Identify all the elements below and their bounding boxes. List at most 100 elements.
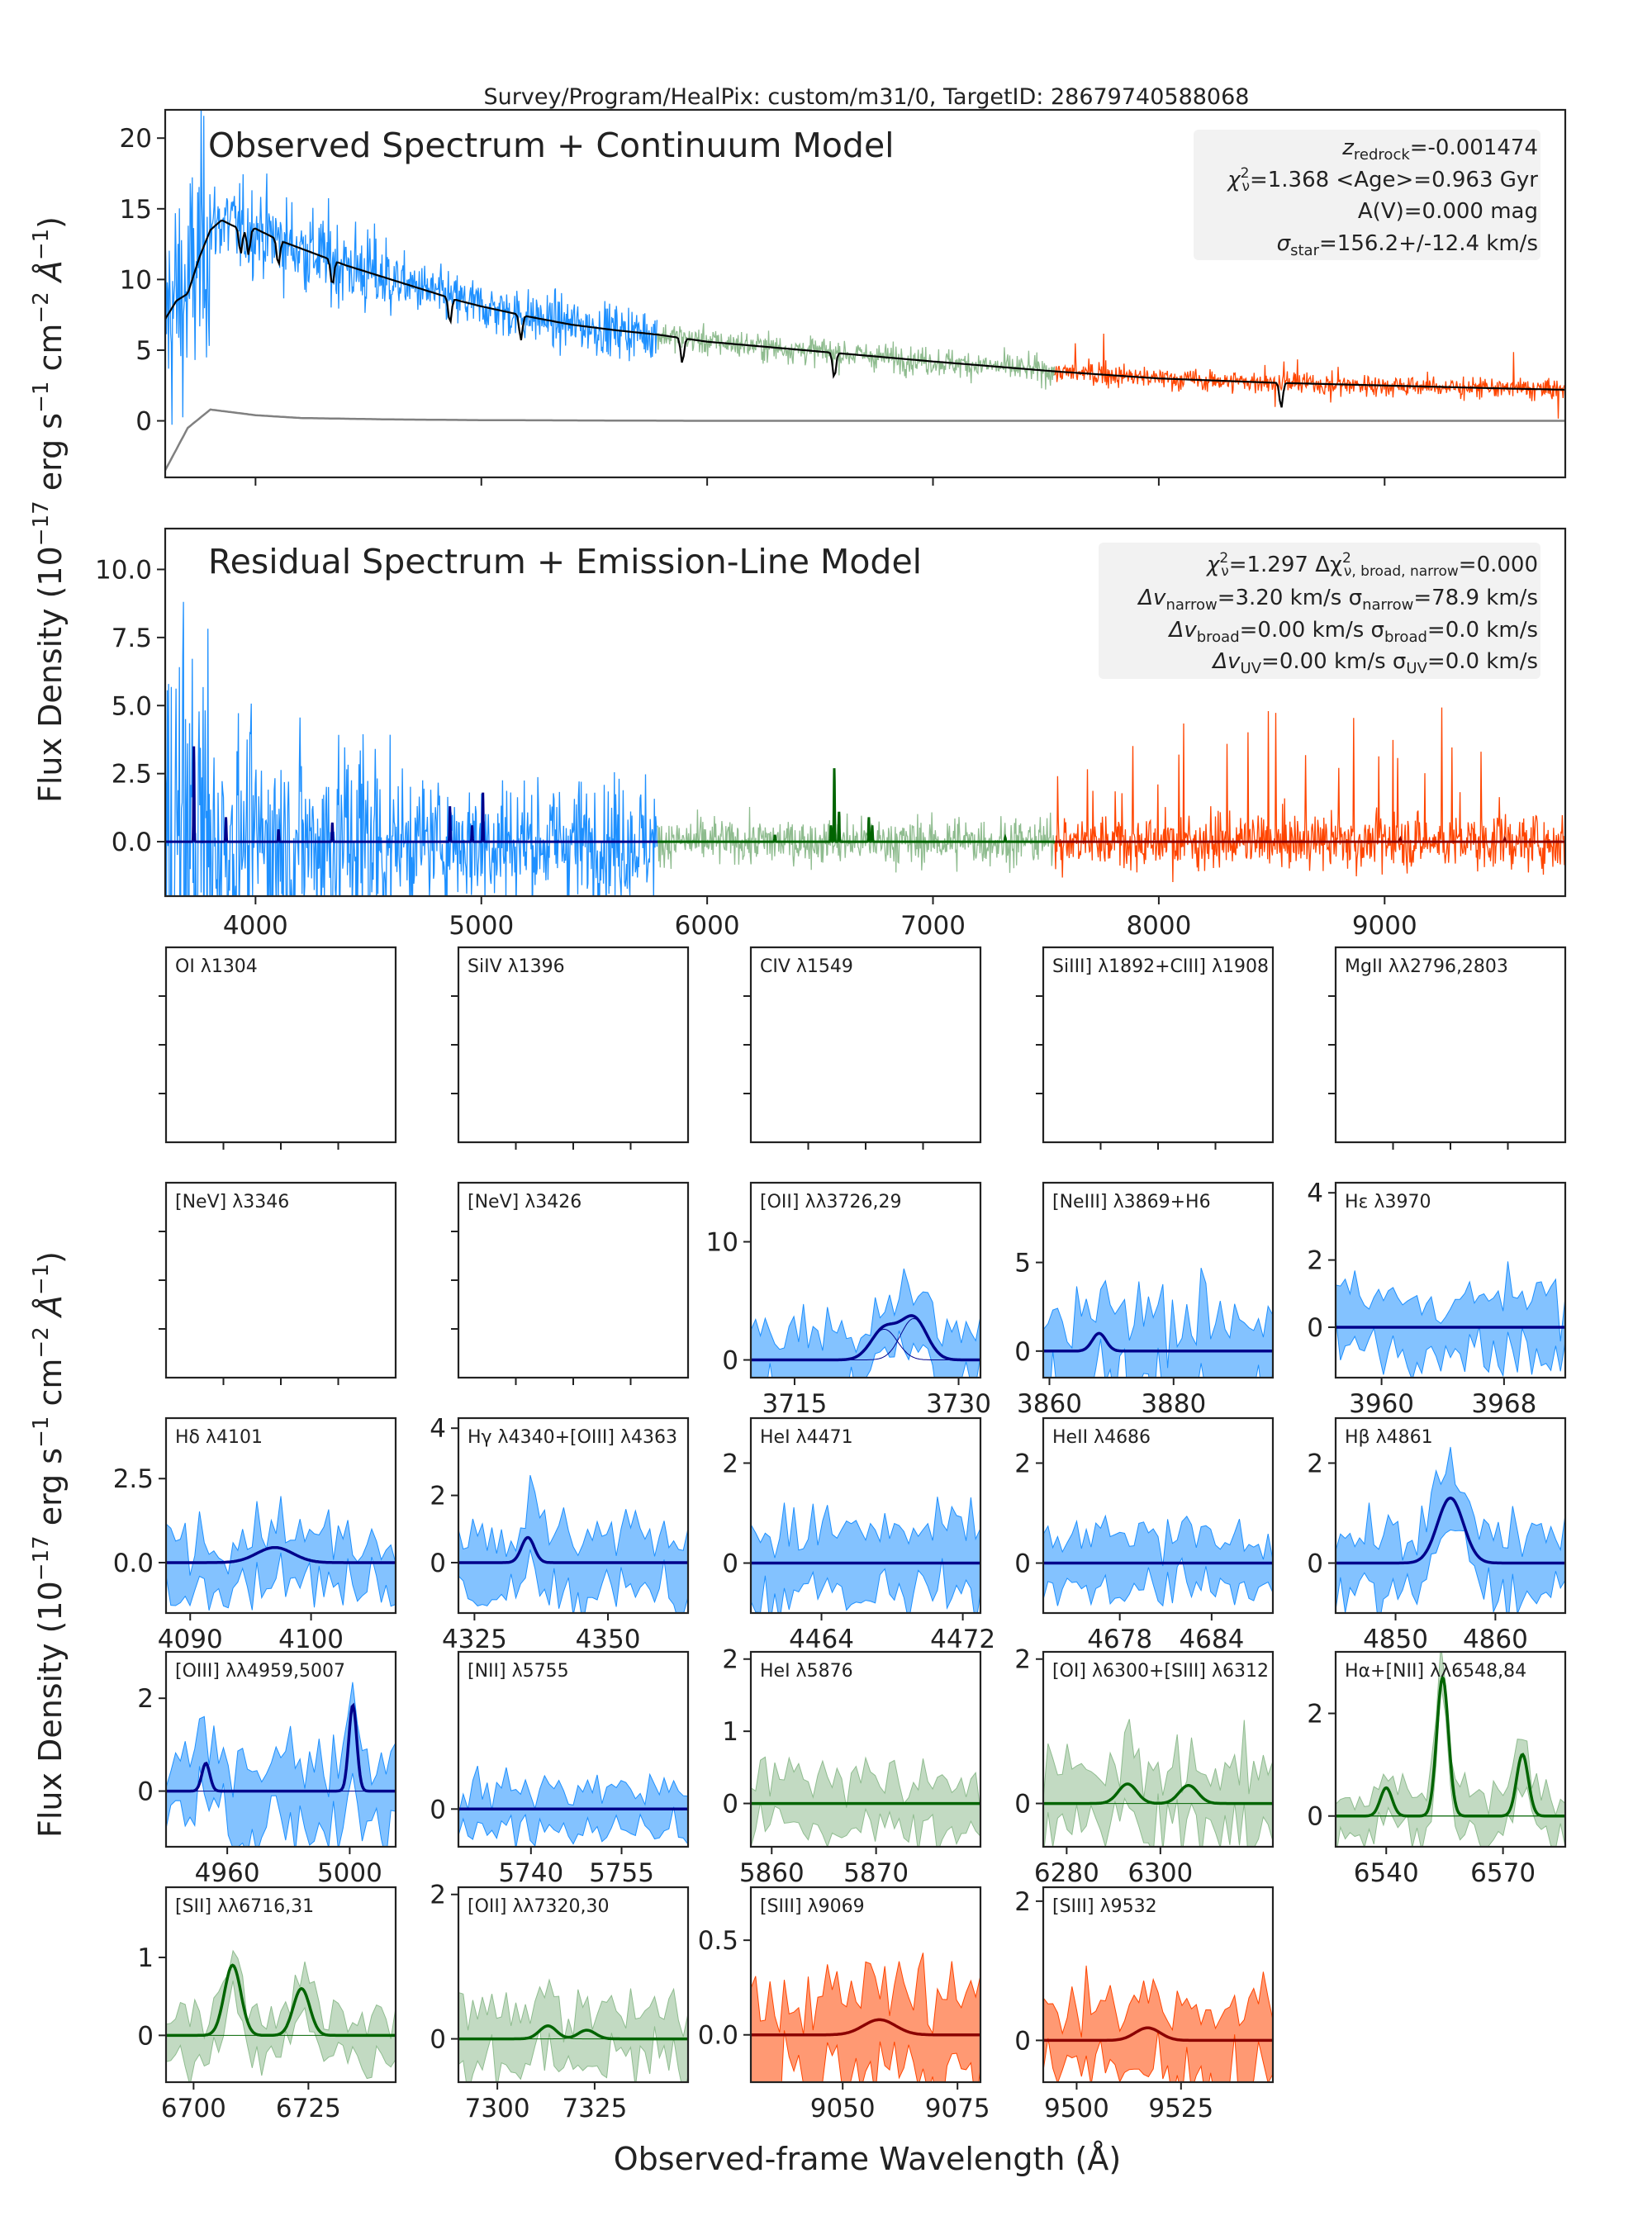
panel-7: [NeV] λ3426 xyxy=(451,1181,690,1385)
panel-10-xtick-label: 3968 xyxy=(1471,1389,1536,1419)
panel-12-title: Hγ λ4340+[OIII] λ4363 xyxy=(468,1427,677,1448)
panel-16-ytick-label: 0 xyxy=(137,1777,154,1807)
panel-8-plot-area xyxy=(751,1268,980,1378)
panel-15-ytick-label: 0 xyxy=(1307,1549,1323,1578)
panel-11-frame xyxy=(164,1416,397,1615)
panel-12: 4325 4350 0 2 4 Hγ λ4340+[OIII] λ4363 xyxy=(430,1414,690,1654)
panel-13-xtick-label: 4472 xyxy=(930,1625,995,1654)
panel-20-xtick-label: 6570 xyxy=(1470,1858,1536,1888)
residual-spectrum-xtick-label: 8000 xyxy=(1126,911,1191,941)
residual-flux-r xyxy=(657,806,1056,873)
panel-22-xtick-label: 7300 xyxy=(465,2094,530,2123)
panel-9-ytick-label: 5 xyxy=(1014,1249,1031,1279)
residual-spectrum-plot-area xyxy=(165,601,1565,896)
line-fit-summary-text: χ2 ν=1.297 Δχ2 ν, broad, narrow=0.000 Δvnar… xyxy=(1137,550,1538,677)
panel-24-xtick-label: 9500 xyxy=(1044,2094,1109,2123)
panel-21-plot-area xyxy=(166,1949,396,2082)
panel-8-frame xyxy=(749,1181,982,1379)
observed-flux-r xyxy=(657,323,1056,390)
panel-21-xtick-label: 6700 xyxy=(161,2094,226,2123)
panel-12-xtick-label: 4350 xyxy=(576,1625,641,1654)
panel-8-title: [OII] λλ3726,29 xyxy=(760,1192,901,1212)
panel-19-frame xyxy=(1042,1650,1275,1848)
observed-spectrum-plot-area xyxy=(165,110,1565,471)
panel-9-model-line xyxy=(1043,1331,1273,1353)
panel-16-xtick-label: 5000 xyxy=(317,1858,382,1888)
panel-11-xtick-label: 4090 xyxy=(158,1625,223,1654)
panel-11-flux-band xyxy=(166,1496,396,1611)
panel-14-xtick-label: 4684 xyxy=(1179,1625,1244,1654)
panel-21-xtick-label: 6725 xyxy=(276,2094,341,2123)
panel-18-ytick-label: 0 xyxy=(722,1790,738,1820)
panel-17-ytick-label: 0 xyxy=(430,1795,446,1824)
panel-19-ytick-label: 0 xyxy=(1014,1790,1031,1820)
panel-15-xtick-label: 4860 xyxy=(1463,1625,1528,1654)
panel-23-plot-area xyxy=(751,1952,980,2082)
panel-20-xtick-label: 6540 xyxy=(1354,1858,1419,1888)
residual-spectrum-ytick-label: 2.5 xyxy=(112,760,152,790)
panel-22-flux-band xyxy=(458,1978,688,2082)
panel-9-plot-area xyxy=(1043,1268,1273,1378)
panel-13-ytick-label: 2 xyxy=(722,1449,738,1478)
panel-21-model-line xyxy=(166,1963,396,2038)
panel-22: 7300 7325 0 2 [OII] λλ7320,30 xyxy=(430,1881,690,2123)
residual-spectrum-panel: 4000 5000 6000 7000 8000 9000 0.0 2.5 5.0 7.5 10.0… xyxy=(95,527,1567,941)
emission-model-b xyxy=(165,746,657,843)
panel-17-title: [NII] λ5755 xyxy=(468,1661,569,1682)
residual-spectrum-title: Residual Spectrum + Emission-Line Model xyxy=(208,542,922,581)
panel-10: 3960 3968 0 2 4 Hε λ3970 xyxy=(1307,1179,1567,1419)
observed-spectrum-ytick-label: 15 xyxy=(120,195,152,225)
panel-24-ytick-label: 0 xyxy=(1014,2026,1031,2056)
panel-23-flux-band xyxy=(751,1952,980,2082)
panel-13-xtick-label: 4464 xyxy=(789,1625,854,1654)
panel-11: 4090 4100 0.0 2.5 Hδ λ4101 xyxy=(113,1416,397,1654)
panel-24-xtick-label: 9525 xyxy=(1148,2094,1213,2123)
panel-23: 9050 9075 0.0 0.5 [SIII] λ9069 xyxy=(698,1886,990,2123)
observed-spectrum-ytick-label: 20 xyxy=(120,124,152,154)
panel-18: 5860 5870 0 1 2 HeI λ5876 xyxy=(722,1645,982,1888)
y-axis-label-text: Flux Density (10−17 erg s−1 cm−2 Å−1) xyxy=(29,1251,69,1838)
panel-23-title: [SIII] λ9069 xyxy=(760,1896,865,1917)
panel-19-title: [OI] λ6300+[SIII] λ6312 xyxy=(1052,1661,1269,1682)
panel-21-flux-band xyxy=(166,1949,396,2082)
panel-11-plot-area xyxy=(166,1496,396,1611)
panel-21-ytick-label: 1 xyxy=(137,1943,154,1973)
panel-19-xtick-label: 6300 xyxy=(1127,1858,1193,1888)
panel-16-title: [OIII] λλ4959,5007 xyxy=(175,1661,345,1682)
panel-24-plot-area xyxy=(1043,1965,1273,2082)
line-fit-summary-line: ΔvUV=0.00 km/s σUV=0.0 km/s xyxy=(1211,649,1538,677)
panel-21-title: [SII] λλ6716,31 xyxy=(175,1896,314,1917)
observed-spectrum-ytick-label: 0 xyxy=(135,407,152,437)
panel-19: 6280 6300 0 2 [OI] λ6300+[SIII] λ6312 xyxy=(1014,1645,1275,1888)
panel-15-ytick-label: 2 xyxy=(1307,1449,1323,1478)
fit-summary-line: χ2 ν=1.368 <Age>=0.963 Gyr xyxy=(1226,165,1538,195)
figure-suptitle: Survey/Program/HealPix: custom/m31/0, Ta… xyxy=(484,84,1250,110)
panel-23-xtick-label: 9075 xyxy=(925,2094,990,2123)
panel-2-title: SiIV λ1396 xyxy=(468,956,565,977)
panel-18-flux-band xyxy=(751,1756,980,1847)
y-axis-label-bottom: Flux Density (10−17 erg s−1 cm−2 Å−1) xyxy=(29,1251,69,1838)
panel-10-xtick-label: 3960 xyxy=(1349,1389,1414,1419)
panel-16-frame xyxy=(164,1650,397,1848)
panel-24-frame xyxy=(1042,1886,1275,2084)
panel-20-title: Hα+[NII] λλ6548,84 xyxy=(1345,1661,1526,1682)
panel-4-title: SiIII] λ1892+CIII] λ1908 xyxy=(1052,956,1269,977)
residual-spectrum-ytick-label: 5.0 xyxy=(112,691,152,721)
panel-11-ytick-label: 2.5 xyxy=(113,1464,154,1494)
panel-12-model-line xyxy=(458,1535,688,1564)
panel-9-xtick-label: 3860 xyxy=(1017,1389,1082,1419)
panel-18-title: HeI λ5876 xyxy=(760,1661,853,1682)
panel-15-xtick-label: 4850 xyxy=(1363,1625,1428,1654)
observed-spectrum-frame xyxy=(164,108,1567,479)
panel-2: SiIV λ1396 xyxy=(451,946,690,1150)
panel-24-model-line xyxy=(1043,2026,1273,2043)
observed-spectrum-title: Observed Spectrum + Continuum Model xyxy=(208,126,895,165)
residual-spectrum-frame xyxy=(164,527,1567,898)
residual-spectrum-xtick-label: 7000 xyxy=(900,911,966,941)
panel-14: 4678 4684 0 2 HeII λ4686 xyxy=(1014,1416,1275,1654)
panel-9: 3860 3880 0 5 [NeIII] λ3869+H6 xyxy=(1014,1181,1275,1419)
panel-17-flux-band xyxy=(458,1765,688,1847)
panel-11-model-line xyxy=(166,1545,396,1564)
panel-4: SiIII] λ1892+CIII] λ1908 xyxy=(1036,946,1275,1150)
panel-21-ytick-label: 0 xyxy=(137,2021,154,2051)
